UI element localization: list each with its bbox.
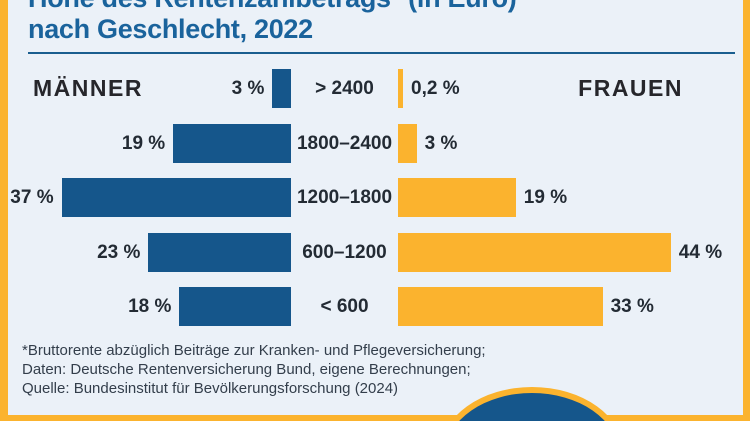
page-title: Höhe des Rentenzahlbetrags* (in Euro) na… [28,0,728,45]
men-bar [272,69,291,108]
category-label: 1800–2400 [296,132,393,154]
men-bar [173,123,291,163]
chart-row: 19 % 1800–2400 3 % [0,123,750,163]
bottom-border-stripe [0,415,750,421]
women-value-label: 3 % [424,132,458,154]
men-bar [179,287,291,327]
source-footnote: *Bruttorente abzüglich Beiträge zur Kran… [22,341,702,398]
right-border-stripe [743,0,750,421]
men-value-label: 19 % [121,132,166,154]
women-value-label: 33 % [610,296,654,318]
women-value-label: 0,2 % [411,78,460,99]
footnote-line2: Daten: Deutsche Rentenversicherung Bund,… [22,361,471,378]
women-bar [398,178,516,218]
men-bar [61,178,291,218]
women-value-label: 19 % [523,187,568,209]
chart-row: 3 % > 2400 0,2 % [0,69,750,108]
chart-row: 23 % 600–1200 44 % [0,232,750,272]
women-bar [398,69,403,108]
title-divider [28,52,735,54]
legend-men-label: MÄNNER [33,75,143,101]
women-bar [398,123,417,163]
men-bar [148,232,291,272]
men-value-label: 18 % [128,296,172,318]
left-border-stripe [0,0,8,421]
women-bar [398,232,671,272]
legend-women-label: FRAUEN [578,75,683,101]
women-value-label: 44 % [678,241,723,263]
category-label: 1200–1800 [296,187,393,209]
men-value-label: 3 % [231,78,265,99]
page-title-line1: Höhe des Rentenzahlbetrags* (in Euro) [28,0,728,14]
footnote-line1: *Bruttorente abzüglich Beiträge zur Kran… [22,342,486,359]
page-title-line2: nach Geschlecht, 2022 [28,14,313,44]
men-value-label: 37 % [10,187,54,209]
chart-row: 37 % 1200–1800 19 % [0,178,750,218]
category-label: 600–1200 [302,241,387,263]
category-label: < 600 [320,296,369,318]
women-bar [398,287,603,327]
men-value-label: 23 % [97,241,141,263]
footnote-line3: Quelle: Bundesinstitut für Bevölkerungsf… [22,380,399,397]
chart-row: 18 % < 600 33 % [0,287,750,327]
category-label: > 2400 [315,78,374,99]
